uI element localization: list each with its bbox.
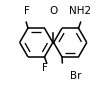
Text: NH2: NH2 <box>69 6 91 16</box>
Text: Br: Br <box>70 71 82 81</box>
Text: O: O <box>49 6 58 16</box>
Text: F: F <box>42 63 48 73</box>
Text: F: F <box>24 6 30 16</box>
